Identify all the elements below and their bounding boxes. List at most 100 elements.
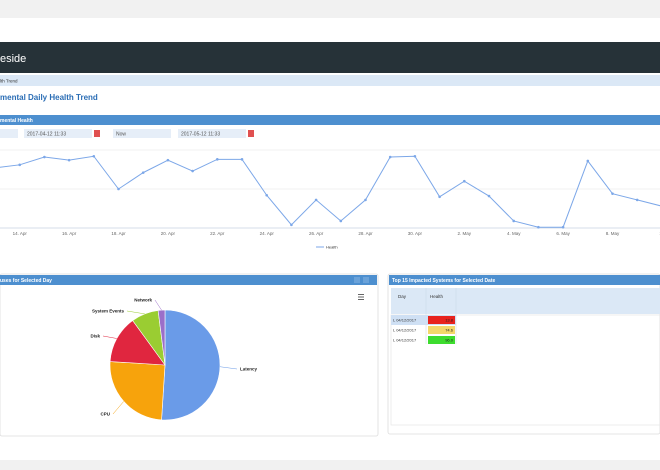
- point: [438, 195, 441, 199]
- x-tick-label: 18. Apr: [111, 231, 126, 236]
- column-header: Day: [398, 294, 407, 299]
- calendar-icon[interactable]: [94, 130, 100, 137]
- point: [512, 219, 515, 223]
- table-body: [390, 314, 660, 426]
- point: [364, 198, 367, 202]
- brand: eside: [0, 53, 26, 65]
- slice-label: System Events: [92, 309, 125, 314]
- cell: L 04/12/2017: [393, 338, 417, 343]
- point: [240, 158, 244, 161]
- range-dropdown[interactable]: [113, 129, 171, 138]
- point: [463, 179, 466, 183]
- leader-line: [126, 310, 145, 315]
- page: [0, 18, 660, 460]
- x-tick-label: 20. Apr: [161, 231, 176, 236]
- pie-chart: Latency CPU Disk System Events Network: [90, 298, 258, 421]
- panel-title: mental Health: [0, 118, 33, 124]
- health-cell: [428, 316, 455, 324]
- dropdown[interactable]: [0, 129, 18, 138]
- x-tick-label: 14. Apr: [13, 231, 28, 236]
- point: [18, 163, 22, 167]
- point: [561, 225, 565, 229]
- menu-icon[interactable]: [358, 296, 364, 298]
- point: [487, 194, 491, 198]
- point: [314, 198, 318, 202]
- point: [216, 158, 219, 161]
- x-tick-label: 2. May: [458, 231, 472, 236]
- leader-line: [154, 299, 162, 311]
- x-tick-label: 24. Apr: [260, 231, 275, 236]
- slice-label: Disk: [90, 334, 100, 339]
- cell: 74.6: [445, 328, 454, 333]
- panel-title: Top 15 Impacted Systems for Selected Dat…: [392, 278, 495, 284]
- x-tick-label: 4. May: [507, 231, 521, 236]
- panel-header: [0, 275, 377, 285]
- x-tick-label: 6. May: [556, 231, 570, 236]
- cell: L 04/12/2017: [393, 328, 417, 333]
- x-tick-label: 16. Apr: [62, 231, 77, 236]
- point: [117, 187, 120, 191]
- x-tick-label: 8. May: [606, 231, 620, 236]
- point: [141, 171, 145, 174]
- point: [92, 154, 96, 158]
- date-input[interactable]: [24, 129, 92, 138]
- top-bar: [0, 42, 660, 73]
- point: [388, 155, 392, 159]
- cell: 13.8: [445, 318, 454, 323]
- point: [191, 169, 194, 173]
- menu-icon[interactable]: [358, 299, 364, 300]
- column-header: Health: [430, 294, 444, 299]
- health-cell: [428, 336, 455, 344]
- to-date: 2017-05-12 11:33: [181, 132, 220, 138]
- point: [166, 158, 170, 162]
- table-panel: [387, 273, 660, 435]
- slice-label: Network: [134, 298, 152, 303]
- leader-line: [112, 401, 124, 415]
- pie-slice: [109, 361, 166, 421]
- line: [0, 155, 660, 228]
- point: [586, 159, 590, 163]
- breadcrumb: lth Trend: [0, 79, 18, 84]
- menu-icon[interactable]: [358, 294, 364, 295]
- from-date: 2017-04-12 11:33: [27, 132, 66, 138]
- panel-header: [389, 275, 660, 285]
- page-title: mental Daily Health Trend: [0, 93, 98, 102]
- range: Now: [116, 132, 126, 138]
- legend-label: Health: [326, 245, 338, 250]
- x-tick-label: 30. Apr: [408, 231, 423, 236]
- leader-line: [219, 366, 238, 370]
- breadcrumb-bar: [0, 75, 660, 86]
- x-tick-label: 26. Apr: [309, 231, 324, 236]
- panel-header: [0, 115, 660, 125]
- x-tick-label: 28. Apr: [358, 231, 373, 236]
- health-cell: [428, 326, 455, 334]
- trend-chart: 14. Apr 16. Apr 18. Apr 20. Apr 22. Apr 24. A…: [0, 154, 660, 250]
- table-header: [391, 288, 660, 314]
- pie-panel: [0, 273, 379, 437]
- calendar-icon[interactable]: [248, 130, 254, 137]
- x-tick-label: 22. Apr: [210, 231, 225, 236]
- point: [611, 192, 614, 195]
- table: Day Health L 04/12/2017 13.8 L 04/12/2017 74.…: [391, 294, 456, 344]
- date-input[interactable]: [178, 129, 246, 138]
- point: [67, 158, 71, 162]
- leader-line: [102, 335, 117, 339]
- slice-label: Latency: [240, 367, 258, 372]
- close-button[interactable]: [363, 277, 369, 283]
- panel-title: uses for Selected Day: [0, 278, 52, 284]
- slice-label: CPU: [100, 412, 110, 417]
- row-highlight: [391, 315, 456, 325]
- point: [537, 225, 540, 229]
- help-button[interactable]: [354, 277, 360, 283]
- point: [339, 219, 343, 223]
- point: [635, 198, 639, 202]
- point: [265, 193, 269, 197]
- point: [290, 223, 293, 227]
- pie-slice: [157, 309, 166, 366]
- point: [413, 154, 417, 158]
- cell: 96.0: [445, 338, 454, 343]
- point: [43, 155, 46, 159]
- cell: L 04/12/2017: [393, 318, 417, 323]
